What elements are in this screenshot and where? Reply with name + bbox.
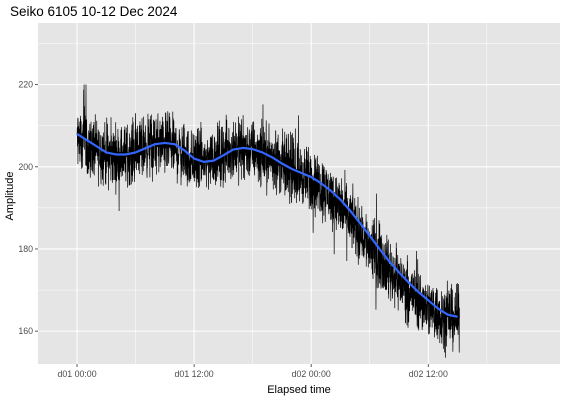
x-tick-label: d01 12:00 [175, 369, 214, 379]
plot-area [76, 84, 460, 358]
x-axis: d01 00:00 d01 12:00 d02 00:00 d02 12:00 [57, 364, 448, 379]
y-axis-label: Amplitude [4, 172, 16, 221]
series-raw-line [76, 84, 460, 358]
y-axis: 160 180 200 220 [18, 80, 38, 336]
series-smooth-line [76, 132, 458, 318]
y-tick-label: 200 [18, 162, 33, 172]
grid-lines [38, 23, 560, 364]
x-tick-label: d02 00:00 [292, 369, 331, 379]
x-tick-label: d02 12:00 [409, 369, 448, 379]
plot-panel [38, 23, 560, 364]
x-axis-label: Elapsed time [267, 384, 331, 396]
y-tick-label: 160 [18, 326, 33, 336]
chart-title: Seiko 6105 10-12 Dec 2024 [10, 4, 178, 19]
y-tick-label: 180 [18, 244, 33, 254]
x-tick-label: d01 00:00 [57, 369, 96, 379]
y-tick-label: 220 [18, 80, 33, 90]
